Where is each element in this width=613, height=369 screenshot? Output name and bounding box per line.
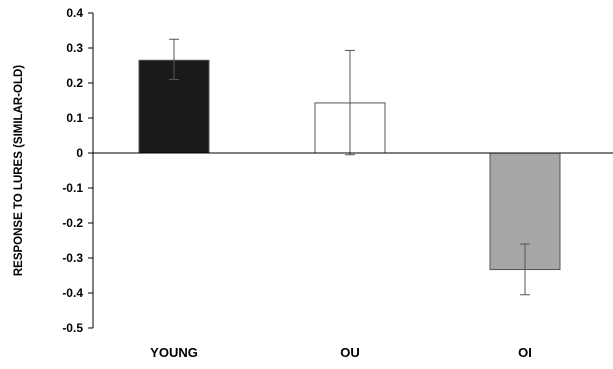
- y-tick-label: -0.3: [62, 251, 83, 265]
- x-category-label: OU: [340, 345, 360, 360]
- y-tick-label: -0.2: [62, 216, 83, 230]
- x-category-label: YOUNG: [150, 345, 198, 360]
- y-tick-label: 0.4: [66, 6, 83, 20]
- y-axis-ticks: 0.4 0.3 0.2 0.1 0 -0.1 -0.2 -0.3 -0.4 -0.5: [62, 6, 93, 335]
- y-tick-label: 0: [76, 146, 83, 160]
- y-tick-label: 0.1: [66, 111, 83, 125]
- y-tick-label: -0.4: [62, 286, 83, 300]
- x-category-label: OI: [518, 345, 532, 360]
- y-tick-label: 0.2: [66, 76, 83, 90]
- y-axis-title: RESPONSE TO LURES (SIMILAR-OLD): [13, 65, 25, 276]
- error-bars: [169, 38, 530, 296]
- y-tick-label: 0.3: [66, 41, 83, 55]
- y-tick-label: -0.1: [62, 181, 83, 195]
- x-axis-labels: YOUNG OU OI: [150, 345, 532, 360]
- y-tick-label: -0.5: [62, 321, 83, 335]
